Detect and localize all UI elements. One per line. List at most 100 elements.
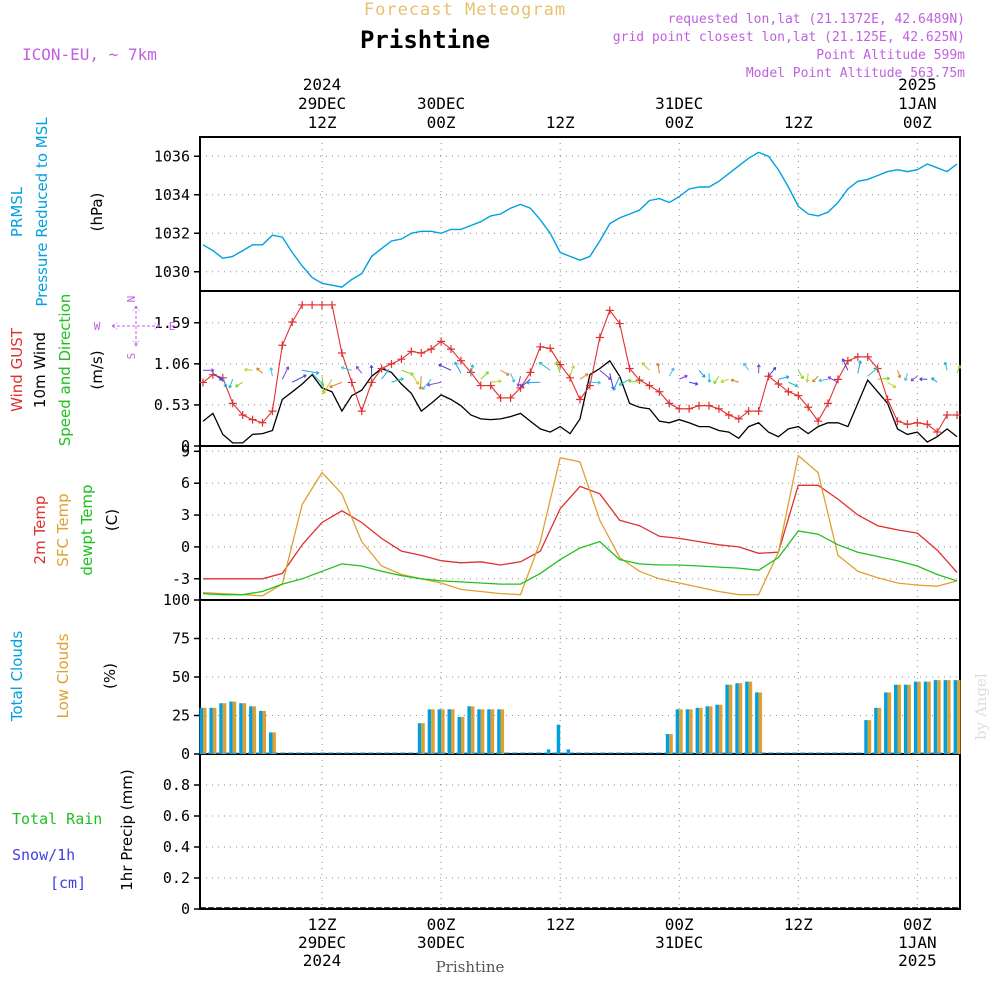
precip-frame bbox=[199, 753, 961, 910]
wind-arrowhead bbox=[670, 367, 675, 372]
wind-arrow bbox=[302, 369, 319, 374]
wind-arrowhead bbox=[730, 378, 735, 383]
wind-gust-marker bbox=[893, 417, 902, 426]
clouds-tick-label: 25 bbox=[172, 707, 190, 725]
cloud-total-bar bbox=[546, 749, 551, 754]
cloud-low-bar bbox=[262, 710, 266, 754]
wind-arrowhead bbox=[219, 377, 223, 381]
wind-gust-marker bbox=[734, 414, 743, 423]
cloud-total-bar bbox=[417, 723, 422, 754]
wind-gust-marker bbox=[903, 420, 912, 429]
wind-arrowhead bbox=[235, 383, 239, 388]
time-bottom-label: 30DEC bbox=[417, 933, 465, 952]
wind-arrow bbox=[778, 376, 790, 380]
cloud-low-bar bbox=[709, 706, 713, 754]
panel-pressure: 1030 1032 1034 1036 bbox=[154, 136, 961, 292]
cloud-total-bar bbox=[219, 703, 223, 754]
wind-gust-line bbox=[202, 304, 957, 433]
wind-arrowhead bbox=[538, 361, 543, 366]
wind-arrow bbox=[520, 378, 531, 388]
cloud-low-bar bbox=[699, 707, 703, 754]
cloud-total-bar bbox=[903, 684, 908, 754]
cloud-low-bar bbox=[917, 681, 921, 754]
wind-arrowhead bbox=[511, 379, 516, 383]
wind-arrowhead bbox=[400, 377, 404, 382]
pressure-frame bbox=[199, 136, 961, 292]
wind-gust-marker bbox=[486, 381, 495, 390]
wind-arrow bbox=[797, 369, 804, 380]
time-top-label: 12Z bbox=[546, 113, 575, 132]
cloud-total-bar bbox=[884, 692, 888, 754]
wind-arrowhead bbox=[656, 362, 661, 367]
wind-arrow bbox=[827, 376, 839, 383]
wind-arrow bbox=[270, 367, 273, 377]
wind-gust-marker bbox=[298, 300, 307, 309]
wind-arrow bbox=[730, 379, 739, 383]
pressure-tick-label: 1034 bbox=[154, 186, 190, 204]
wind-arrowhead bbox=[919, 377, 923, 382]
wind-gust-marker bbox=[526, 368, 535, 377]
wind-gust-marker bbox=[278, 341, 287, 350]
compass-s: S bbox=[125, 353, 138, 360]
label-hpa: (hPa) bbox=[88, 193, 106, 232]
wind-gust-marker bbox=[387, 359, 396, 368]
wind-gust-marker bbox=[744, 407, 753, 416]
wind-arrow bbox=[355, 366, 363, 374]
label-total-rain: Total Rain bbox=[12, 810, 102, 828]
wind-arrowhead bbox=[571, 365, 575, 369]
wind-arrowhead bbox=[785, 375, 790, 380]
wind-gust-marker bbox=[704, 401, 713, 410]
wind-arrow bbox=[956, 365, 961, 374]
wind-gust-marker bbox=[933, 428, 942, 437]
wind-arrowhead bbox=[886, 376, 890, 381]
footer-location: Prishtine bbox=[436, 958, 505, 976]
wind-arrowhead bbox=[684, 374, 688, 379]
cloud-low-bar bbox=[441, 709, 445, 754]
wind-gust-marker bbox=[337, 349, 346, 357]
cloud-total-bar bbox=[487, 709, 491, 754]
wind-gust-marker bbox=[327, 300, 336, 309]
wind-gust-marker bbox=[238, 411, 247, 419]
wind-arrowhead bbox=[612, 387, 617, 391]
panel-wind: 0 0.53 1.06 1.59 bbox=[154, 290, 961, 455]
pressure-tick-label: 1036 bbox=[154, 147, 190, 165]
cloud-total-bar bbox=[259, 710, 263, 754]
wind-arrow bbox=[612, 376, 621, 391]
wind-arrow bbox=[438, 364, 452, 371]
wind-gust-marker bbox=[615, 319, 624, 328]
wind-arrowhead bbox=[454, 361, 458, 366]
wind-gust-marker bbox=[318, 300, 327, 309]
wind-tick-label: 0 bbox=[181, 437, 190, 455]
wind-arrowhead bbox=[707, 379, 712, 383]
cloud-low-bar bbox=[451, 709, 455, 754]
wind-arrow bbox=[788, 381, 798, 387]
cloud-low-bar bbox=[887, 692, 892, 754]
wind-arrow bbox=[538, 362, 551, 371]
wind-arrow bbox=[292, 374, 307, 383]
wind-gust-marker bbox=[605, 306, 614, 315]
wind-gust-marker bbox=[585, 381, 594, 390]
time-top-label: 2025 bbox=[898, 75, 937, 94]
wind-arrowhead bbox=[584, 373, 589, 377]
wind-arrow bbox=[579, 373, 589, 380]
time-bottom-label: 00Z bbox=[427, 915, 456, 934]
wind-gust-marker bbox=[853, 352, 862, 361]
wind-arrowhead bbox=[713, 380, 717, 385]
wind-gust-marker bbox=[724, 411, 733, 419]
wind-gust-marker bbox=[437, 337, 446, 346]
wind-gust-marker bbox=[198, 378, 207, 387]
cloud-low-bar bbox=[500, 709, 505, 754]
cloud-low-bar bbox=[728, 684, 733, 754]
time-bottom-label: 12Z bbox=[308, 915, 337, 934]
temp-line bbox=[202, 530, 958, 596]
cloud-total-bar bbox=[894, 684, 898, 754]
wind-arrow bbox=[256, 367, 263, 374]
precip-tick-label: 0.2 bbox=[163, 869, 190, 887]
time-bottom-label: 12Z bbox=[784, 915, 813, 934]
wind-gust-marker bbox=[516, 383, 525, 392]
label-wind-gust: Wind GUST bbox=[8, 327, 26, 412]
panel-precip: 0 0.2 0.4 0.6 0.8 bbox=[163, 753, 961, 918]
wind-arrow bbox=[618, 378, 630, 386]
wind-gust-marker bbox=[843, 356, 852, 365]
cloud-low-bar bbox=[957, 680, 961, 754]
